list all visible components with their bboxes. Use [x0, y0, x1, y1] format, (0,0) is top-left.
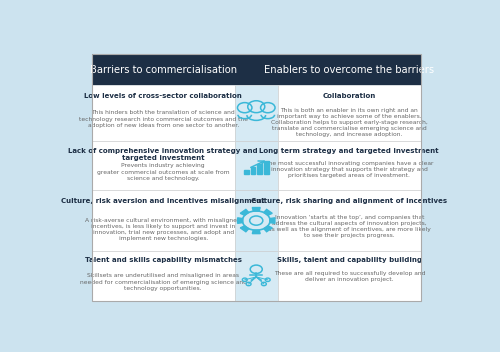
- FancyBboxPatch shape: [278, 85, 421, 141]
- Text: Barriers to commercialisation: Barriers to commercialisation: [90, 65, 237, 75]
- Polygon shape: [240, 209, 248, 215]
- FancyBboxPatch shape: [92, 251, 235, 301]
- Text: The most successful innovating companies have a clear
innovation strategy that s: The most successful innovating companies…: [265, 161, 434, 178]
- Bar: [244, 170, 248, 174]
- Text: A risk-averse cultural environment, with misaligned
incentives, is less likely t: A risk-averse cultural environment, with…: [86, 218, 241, 241]
- FancyBboxPatch shape: [278, 55, 421, 85]
- Text: Skillsets are underutilised and misaligned in areas
needed for commercialisation: Skillsets are underutilised and misalign…: [80, 274, 246, 291]
- FancyBboxPatch shape: [278, 141, 421, 190]
- Text: Enablers to overcome the barriers: Enablers to overcome the barriers: [264, 65, 434, 75]
- FancyBboxPatch shape: [235, 251, 278, 301]
- Polygon shape: [240, 226, 248, 232]
- Text: Collaboration: Collaboration: [322, 93, 376, 99]
- Bar: [250, 167, 256, 174]
- Text: Prevents industry achieving
greater commercial outcomes at scale from
science an: Prevents industry achieving greater comm…: [97, 163, 230, 181]
- Text: This is both an enabler in its own right and an
important way to achieve some of: This is both an enabler in its own right…: [271, 108, 428, 137]
- FancyBboxPatch shape: [235, 190, 278, 251]
- Text: Skills, talent and capability building: Skills, talent and capability building: [277, 257, 422, 263]
- Polygon shape: [264, 209, 272, 215]
- FancyBboxPatch shape: [235, 55, 278, 85]
- FancyBboxPatch shape: [92, 55, 235, 85]
- Polygon shape: [252, 208, 260, 211]
- Text: Low levels of cross-sector collaboration: Low levels of cross-sector collaboration: [84, 93, 242, 99]
- Bar: [257, 164, 262, 174]
- Text: Talent and skills capability mismatches: Talent and skills capability mismatches: [84, 257, 241, 263]
- Text: Culture, risk sharing and alignment of incentives: Culture, risk sharing and alignment of i…: [251, 198, 448, 204]
- Polygon shape: [270, 218, 275, 224]
- FancyBboxPatch shape: [235, 141, 278, 190]
- FancyBboxPatch shape: [92, 141, 235, 190]
- Polygon shape: [264, 226, 272, 232]
- Polygon shape: [238, 218, 242, 224]
- FancyBboxPatch shape: [92, 85, 235, 141]
- FancyBboxPatch shape: [235, 85, 278, 141]
- Text: Innovation ‘starts at the top’, and companies that
address the cultural aspects : Innovation ‘starts at the top’, and comp…: [268, 214, 430, 238]
- FancyBboxPatch shape: [278, 190, 421, 251]
- Text: These are all required to successfully develop and
deliver an innovation project: These are all required to successfully d…: [274, 271, 425, 282]
- Polygon shape: [252, 230, 260, 234]
- Text: Long term strategy and targeted investment: Long term strategy and targeted investme…: [260, 147, 439, 153]
- Bar: [264, 162, 268, 174]
- Text: Culture, risk aversion and incentives misalignment: Culture, risk aversion and incentives mi…: [62, 198, 265, 204]
- Text: This hinders both the translation of science and
technology research into commer: This hinders both the translation of sci…: [78, 111, 247, 128]
- FancyBboxPatch shape: [278, 251, 421, 301]
- Text: Lack of comprehensive innovation strategy and
targeted investment: Lack of comprehensive innovation strateg…: [68, 147, 258, 161]
- FancyBboxPatch shape: [92, 190, 235, 251]
